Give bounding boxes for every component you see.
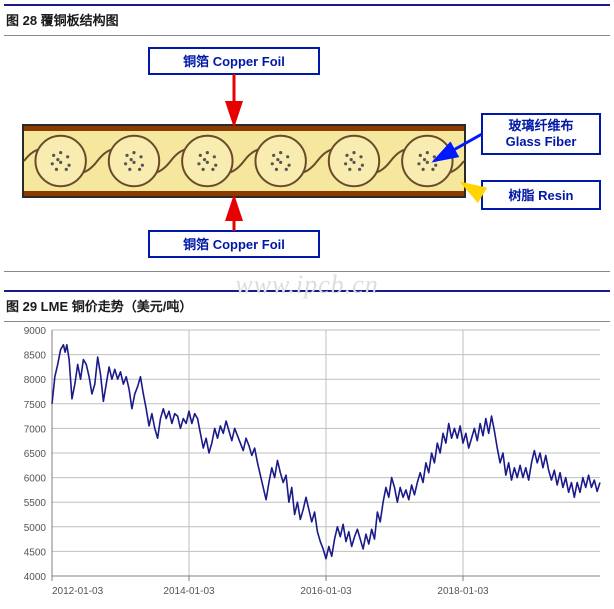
figure-29-title: 图 29 LME 铜价走势（美元/吨） (4, 292, 610, 322)
ccl-svg: 铜箔 Copper Foil 铜箔 Copper Foil 玻璃纤维布Glass F… (4, 36, 610, 271)
svg-text:7500: 7500 (24, 400, 47, 411)
svg-text:Glass Fiber: Glass Fiber (506, 134, 577, 149)
svg-text:8000: 8000 (24, 375, 47, 386)
svg-text:2012-01-03: 2012-01-03 (52, 586, 104, 597)
svg-text:5500: 5500 (24, 498, 47, 509)
svg-text:6000: 6000 (24, 474, 47, 485)
ccl-structure-diagram: 铜箔 Copper Foil 铜箔 Copper Foil 玻璃纤维布Glass F… (4, 36, 610, 271)
svg-text:2018-01-03: 2018-01-03 (437, 586, 489, 597)
svg-text:铜箔 Copper Foil: 铜箔 Copper Foil (182, 54, 285, 69)
svg-text:2014-01-03: 2014-01-03 (163, 586, 215, 597)
figure-28: 图 28 覆铜板结构图 铜箔 Copper Foil铜箔 Copper Foil… (4, 4, 610, 272)
svg-text:铜箔 Copper Foil: 铜箔 Copper Foil (182, 237, 285, 252)
lme-copper-chart: 4000 4500 5000 5500 6000 6500 7000 7500 8000 8500… (4, 322, 610, 602)
svg-text:4500: 4500 (24, 547, 47, 558)
svg-text:5000: 5000 (24, 523, 47, 534)
lme-chart-svg: 4000 4500 5000 5500 6000 6500 7000 7500 8000 8500… (4, 322, 610, 602)
svg-text:玻璃纤维布: 玻璃纤维布 (508, 118, 573, 133)
svg-text:2016-01-03: 2016-01-03 (300, 586, 352, 597)
svg-text:6500: 6500 (24, 449, 47, 460)
svg-text:4000: 4000 (24, 572, 47, 583)
figure-29: www.ipcb.cn 图 29 LME 铜价走势（美元/吨） 40004500… (4, 290, 610, 602)
figure-28-title: 图 28 覆铜板结构图 (4, 6, 610, 36)
svg-text:树脂 Resin: 树脂 Resin (508, 188, 573, 203)
svg-text:8500: 8500 (24, 351, 47, 362)
svg-text:9000: 9000 (24, 326, 47, 337)
svg-text:7000: 7000 (24, 424, 47, 435)
